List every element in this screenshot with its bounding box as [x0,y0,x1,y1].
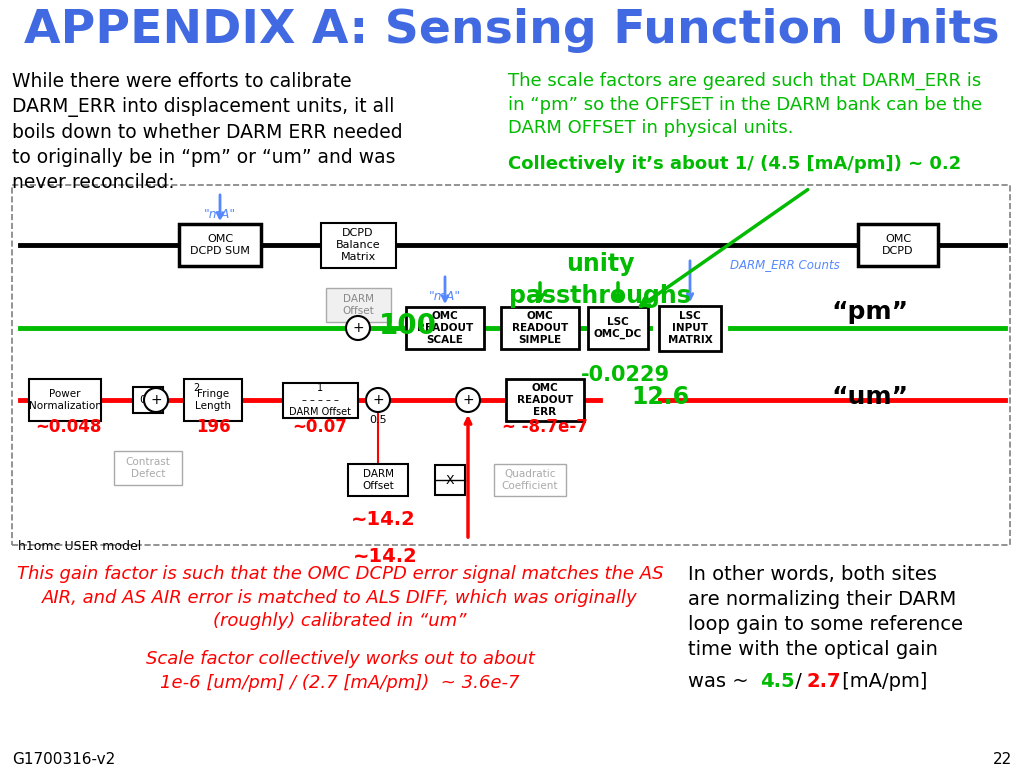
Text: 22: 22 [992,752,1012,767]
FancyArrowPatch shape [640,190,808,306]
Text: OMC
DCPD: OMC DCPD [883,234,913,256]
FancyBboxPatch shape [114,451,182,485]
Text: "mA": "mA" [204,208,237,221]
Text: 196: 196 [196,418,230,436]
Text: “pm”: “pm” [831,300,908,324]
Text: "mA": "mA" [429,290,461,303]
Text: DARM
Offset: DARM Offset [362,469,394,491]
Text: 2.7: 2.7 [806,672,841,691]
Text: 12.6: 12.6 [631,385,689,409]
FancyBboxPatch shape [184,379,242,421]
Text: DARM_ERR Counts: DARM_ERR Counts [730,258,840,271]
Text: Scale factor collectively works out to about
1e-6 [um/pm] / (2.7 [mA/pm])  ~ 3.6: Scale factor collectively works out to a… [145,650,535,692]
FancyBboxPatch shape [435,465,465,495]
Text: [mA/pm]: [mA/pm] [836,672,928,691]
FancyBboxPatch shape [179,224,261,266]
FancyBboxPatch shape [348,464,408,496]
FancyBboxPatch shape [29,379,101,421]
Text: LSC
INPUT
MATRIX: LSC INPUT MATRIX [668,311,713,345]
Text: “um”: “um” [831,385,908,409]
Text: 100: 100 [379,312,437,340]
Text: G1700316-v2: G1700316-v2 [12,752,116,767]
Circle shape [456,388,480,412]
Text: In other words, both sites
are normalizing their DARM
loop gain to some referenc: In other words, both sites are normalizi… [688,565,963,659]
FancyBboxPatch shape [659,306,721,350]
Text: 0.5: 0.5 [139,395,157,405]
Text: While there were efforts to calibrate
DARM_ERR into displacement units, it all
b: While there were efforts to calibrate DA… [12,72,402,192]
Text: APPENDIX A: Sensing Function Units: APPENDIX A: Sensing Function Units [25,8,999,53]
Text: OMC
READOUT
SCALE: OMC READOUT SCALE [417,311,473,345]
Circle shape [366,388,390,412]
Text: 0.5: 0.5 [370,415,387,425]
Text: LSC
OMC_DC: LSC OMC_DC [594,317,642,339]
FancyBboxPatch shape [321,223,395,267]
Bar [12,185,1010,545]
Text: 2: 2 [193,383,200,393]
Text: ~ -8.7e-7: ~ -8.7e-7 [502,418,588,436]
Text: /: / [790,672,808,691]
Text: h1omc USER model: h1omc USER model [18,540,141,553]
FancyBboxPatch shape [494,464,566,496]
Text: -0.0229: -0.0229 [581,365,670,385]
Text: DCPD
Balance
Matrix: DCPD Balance Matrix [336,228,380,262]
Text: 1
– – – – –
DARM Offset: 1 – – – – – DARM Offset [289,383,351,416]
Text: +: + [462,393,474,407]
Text: ~14.2: ~14.2 [352,547,418,566]
Text: 4.5: 4.5 [760,672,795,691]
Circle shape [346,316,370,340]
Text: +: + [352,321,364,335]
Text: ~14.2: ~14.2 [350,510,416,529]
Text: Contrast
Defect: Contrast Defect [126,457,170,478]
Text: OMC
READOUT
ERR: OMC READOUT ERR [517,383,573,416]
Text: was ~: was ~ [688,672,755,691]
Text: Collectively it’s about 1/ (4.5 [mA/pm]) ~ 0.2: Collectively it’s about 1/ (4.5 [mA/pm])… [508,155,962,173]
Text: OMC
READOUT
SIMPLE: OMC READOUT SIMPLE [512,311,568,345]
FancyBboxPatch shape [133,387,163,413]
FancyBboxPatch shape [283,382,357,418]
Text: ~0.048: ~0.048 [35,418,101,436]
Text: +: + [151,393,162,407]
Text: OMC
DCPD SUM: OMC DCPD SUM [190,234,250,256]
Text: X: X [445,474,455,486]
FancyBboxPatch shape [858,224,938,266]
Text: ~0.07: ~0.07 [293,418,347,436]
Text: This gain factor is such that the OMC DCPD error signal matches the AS
AIR, and : This gain factor is such that the OMC DC… [16,565,664,631]
Text: Quadratic
Coefficient: Quadratic Coefficient [502,469,558,491]
Text: DARM
Offset: DARM Offset [342,294,374,316]
Circle shape [144,388,168,412]
FancyBboxPatch shape [326,288,390,322]
Text: The scale factors are geared such that DARM_ERR is
in “pm” so the OFFSET in the : The scale factors are geared such that D… [508,72,982,137]
Text: unity
passthroughs: unity passthroughs [509,252,691,308]
Text: Fringe
Length: Fringe Length [195,389,231,411]
FancyBboxPatch shape [588,307,648,349]
Text: +: + [372,393,384,407]
FancyBboxPatch shape [406,307,484,349]
FancyBboxPatch shape [501,307,579,349]
Text: Power
Normalization: Power Normalization [29,389,101,411]
FancyBboxPatch shape [506,379,584,421]
